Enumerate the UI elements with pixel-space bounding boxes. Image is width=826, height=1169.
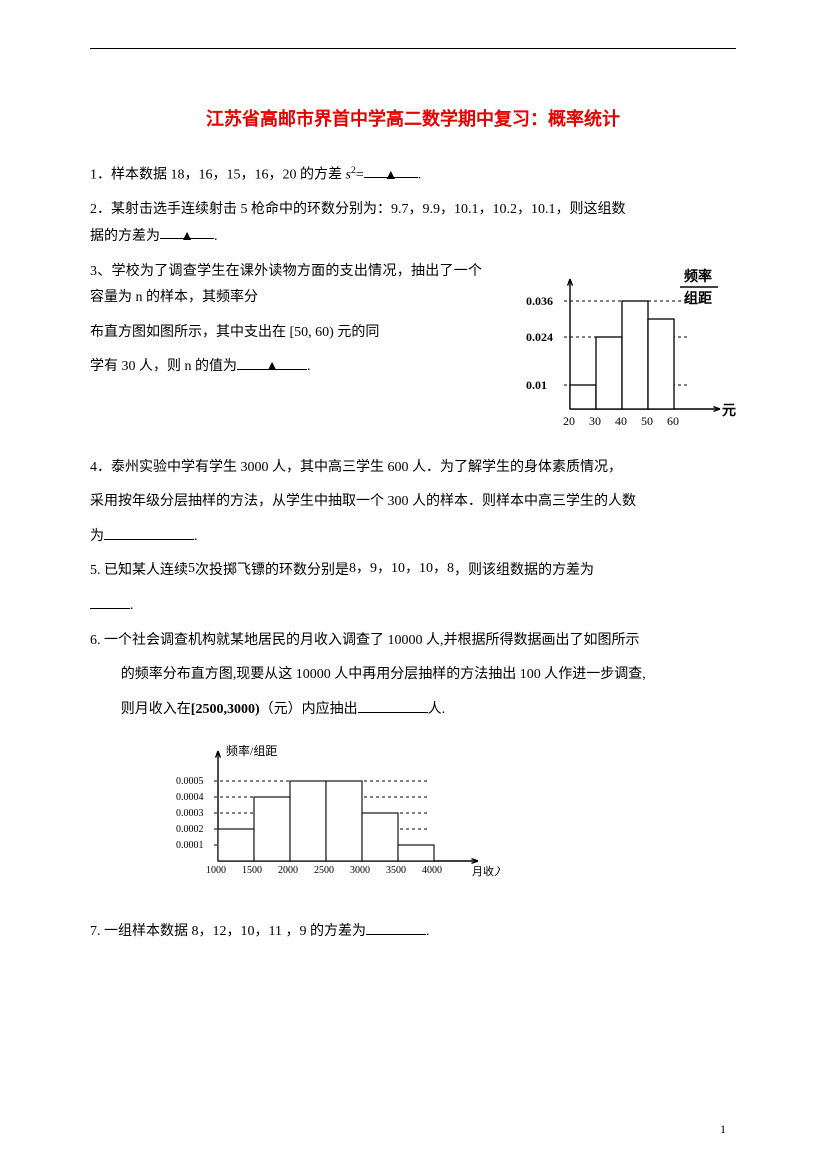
q4-line3: 为.	[90, 524, 736, 551]
q7-blank	[366, 920, 426, 935]
q4-line1: 4．泰州实验中学有学生 3000 人，其中高三学生 600 人．为了解学生的身体…	[90, 460, 622, 475]
question-7: 7. 一组样本数据 8，12，10，11 ，9 的方差为.	[90, 919, 736, 946]
svg-text:频率: 频率	[684, 268, 712, 285]
q1-text-a: 1．样本数据 18，16，15，16，20 的方差	[90, 168, 346, 183]
svg-text:30: 30	[589, 414, 601, 428]
q4-line2: 采用按年级分层抽样的方法，从学生中抽取一个 300 人的样本．则样本中高三学生的…	[90, 489, 736, 516]
svg-text:50: 50	[641, 414, 653, 428]
q5-blank-b: .	[130, 598, 134, 613]
svg-text:0.0005: 0.0005	[176, 776, 204, 787]
q1-suffix: .	[418, 168, 422, 183]
svg-text:频率/组距: 频率/组距	[226, 743, 277, 758]
svg-text:元: 元	[722, 403, 736, 419]
q4-blank	[104, 524, 194, 539]
svg-text:20: 20	[563, 414, 575, 428]
q5-blank-line: .	[90, 593, 736, 620]
q7-b: .	[426, 924, 430, 939]
q3-line3: 学有 30 人，则 n 的值为▲.	[90, 354, 482, 381]
triangle-icon: ▲	[265, 359, 279, 374]
q6-interval: [2500,3000)	[191, 702, 260, 717]
q6-l3c: 人.	[428, 702, 446, 717]
svg-text:月收入（元）: 月收入（元）	[472, 864, 500, 878]
svg-text:0.0002: 0.0002	[176, 824, 204, 835]
svg-text:60: 60	[667, 414, 679, 428]
triangle-icon: ▲	[384, 168, 398, 183]
svg-text:2000: 2000	[278, 865, 298, 876]
svg-text:0.0001: 0.0001	[176, 840, 204, 851]
triangle-icon: ▲	[180, 229, 194, 244]
svg-text:0.036: 0.036	[526, 294, 553, 308]
question-3: 3、学校为了调查学生在课外读物方面的支出情况，抽出了一个容量为 n 的样本，其频…	[90, 259, 736, 449]
q2-line2a: 据的方差为	[90, 229, 160, 244]
svg-text:组距: 组距	[684, 290, 712, 307]
histogram-chart-1: 频率组距元 0.01 0.024 0.036 20 30 40 50 60	[492, 259, 736, 449]
q4-line3a: 为	[90, 529, 104, 544]
chart-2: 频率/组距月收入（元） 0.0001 0.0002 0.0003 0.0004 0.000…	[160, 731, 736, 891]
histogram-chart-2: 频率/组距月收入（元） 0.0001 0.0002 0.0003 0.0004 0.000…	[160, 731, 500, 891]
svg-text:0.024: 0.024	[526, 330, 553, 344]
svg-text:0.01: 0.01	[526, 378, 547, 392]
q3-line1: 3、学校为了调查学生在课外读物方面的支出情况，抽出了一个容量为 n 的样本，其频…	[90, 259, 482, 312]
svg-text:1000: 1000	[206, 865, 226, 876]
q7-a: 7. 一组样本数据 8，12，10，11 ，9 的方差为	[90, 924, 366, 939]
q5-c: 次投掷飞镖的环数分别是	[195, 563, 349, 578]
q6-l3b: （元）内应抽出	[260, 702, 358, 717]
q1-blank: ▲	[364, 163, 418, 178]
top-rule	[90, 48, 736, 49]
q3-line2: 布直方图如图所示，其中支出在 [50, 60) 元的同	[90, 320, 482, 347]
q6-l3a: 则月收入在	[121, 702, 191, 717]
question-1: 1．样本数据 18，16，15，16，20 的方差 s2=▲.	[90, 162, 736, 189]
chart-1: 频率组距元 0.01 0.024 0.036 20 30 40 50 60	[492, 259, 736, 449]
q2-line2b: .	[214, 229, 218, 244]
svg-text:3000: 3000	[350, 865, 370, 876]
page-title: 江苏省高邮市界首中学高二数学期中复习：概率统计	[90, 102, 736, 136]
q3-blank: ▲	[237, 354, 307, 369]
q3-line3b: .	[307, 359, 311, 374]
q2-blank: ▲	[160, 224, 214, 239]
svg-text:1500: 1500	[242, 865, 262, 876]
q6-blank	[358, 697, 428, 712]
page-number: 1	[720, 1118, 726, 1141]
svg-text:40: 40	[615, 414, 627, 428]
svg-text:0.0003: 0.0003	[176, 808, 204, 819]
q1-eq: =	[356, 168, 364, 183]
question-5: 5. 已知某人连续5次投掷飞镖的环数分别是8，9，10，10，8，则该组数据的方…	[90, 558, 736, 585]
q2-line1: 2．某射击选手连续射击 5 枪命中的环数分别为：9.7，9.9，10.1，10.…	[90, 202, 626, 217]
q5-e: ，则该组数据的方差为	[454, 563, 594, 578]
question-4: 4．泰州实验中学有学生 3000 人，其中高三学生 600 人．为了解学生的身体…	[90, 455, 736, 482]
svg-text:0.0004: 0.0004	[176, 792, 204, 803]
q5-a: 5. 已知某人连续	[90, 563, 188, 578]
question-6-line2: 的频率分布直方图,现要从这 10000 人中再用分层抽样的方法抽出 100 人作…	[90, 662, 736, 689]
svg-text:4000: 4000	[422, 865, 442, 876]
question-6-line1: 6. 一个社会调查机构就某地居民的月收入调查了 10000 人,并根据所得数据画…	[90, 628, 736, 655]
q5-blank	[90, 594, 130, 609]
q4-line3b: .	[194, 529, 198, 544]
svg-text:3500: 3500	[386, 865, 406, 876]
question-6-line3: 则月收入在[2500,3000)（元）内应抽出 人.	[90, 697, 736, 724]
svg-text:2500: 2500	[314, 865, 334, 876]
question-2: 2．某射击选手连续射击 5 枪命中的环数分别为：9.7，9.9，10.1，10.…	[90, 197, 736, 250]
q3-line3a: 学有 30 人，则 n 的值为	[90, 359, 237, 374]
q5-b: 5	[188, 561, 195, 576]
q5-d: 8，9，10，10，8	[349, 561, 454, 576]
